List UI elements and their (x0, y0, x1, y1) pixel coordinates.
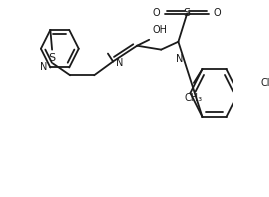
Text: OH: OH (153, 25, 168, 35)
Text: O: O (214, 8, 221, 18)
Text: Cl: Cl (261, 78, 269, 88)
Text: S: S (183, 8, 190, 18)
Text: CH₃: CH₃ (185, 93, 203, 103)
Text: N: N (40, 61, 47, 72)
Text: S: S (48, 53, 56, 63)
Text: O: O (153, 8, 160, 18)
Text: N: N (116, 59, 123, 68)
Text: N: N (176, 54, 184, 64)
